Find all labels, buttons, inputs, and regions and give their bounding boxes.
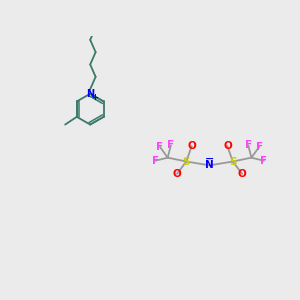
Text: F: F bbox=[260, 156, 267, 166]
Text: F: F bbox=[256, 142, 263, 152]
Text: F: F bbox=[167, 140, 174, 150]
Text: F: F bbox=[152, 156, 159, 166]
Text: −: − bbox=[205, 154, 214, 164]
Text: O: O bbox=[223, 141, 232, 151]
Text: +: + bbox=[91, 93, 98, 102]
Text: S: S bbox=[182, 157, 190, 166]
Text: S: S bbox=[229, 157, 237, 166]
Text: O: O bbox=[238, 169, 247, 179]
Text: F: F bbox=[245, 140, 252, 150]
Text: O: O bbox=[172, 169, 182, 179]
Text: F: F bbox=[156, 142, 164, 152]
Text: N: N bbox=[86, 89, 94, 99]
Text: O: O bbox=[187, 141, 196, 151]
Text: N: N bbox=[205, 160, 214, 170]
